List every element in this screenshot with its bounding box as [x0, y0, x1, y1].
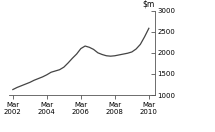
Text: $m: $m	[143, 0, 155, 9]
